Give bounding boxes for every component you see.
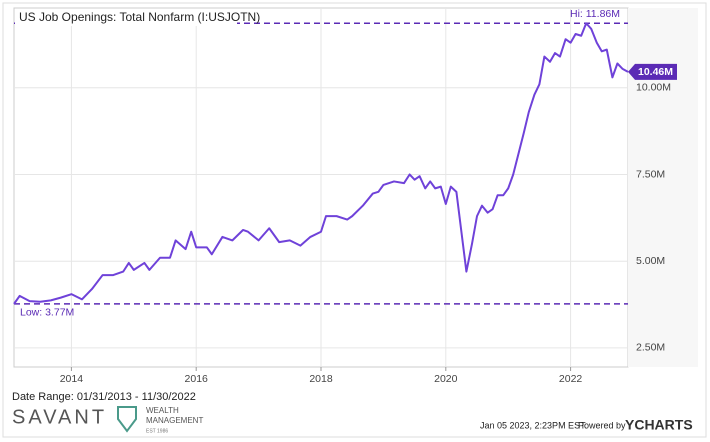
powered-by: Powered by xyxy=(578,420,626,430)
logo-line1: WEALTH xyxy=(146,406,179,415)
logo-name: SAVANT xyxy=(12,406,107,428)
logo-line2: MANAGEMENT xyxy=(146,416,203,425)
x-tick-label: 2020 xyxy=(434,373,458,385)
grid xyxy=(14,8,628,367)
y-tick-label: 10.00M xyxy=(636,82,671,94)
footer-timestamp: Jan 05 2023, 2:23PM EST. xyxy=(480,420,587,430)
x-tick-label: 2014 xyxy=(60,373,84,385)
y-tick-label: 5.00M xyxy=(636,255,665,267)
y-tick-label: 2.50M xyxy=(636,342,665,354)
last-value-badge xyxy=(628,63,677,80)
hi-label: Hi: 11.86M xyxy=(570,8,620,20)
date-range: Date Range: 01/31/2013 - 11/30/2022 xyxy=(12,391,196,403)
brand: YCHARTS xyxy=(625,417,693,433)
logo-est: EST 1986 xyxy=(146,428,168,434)
y-tick-label: 7.50M xyxy=(636,168,665,180)
low-label: Low: 3.77M xyxy=(20,307,74,319)
x-tick-label: 2022 xyxy=(559,373,583,385)
logo-icon xyxy=(117,406,137,433)
x-tick-label: 2016 xyxy=(185,373,209,385)
chart-title: US Job Openings: Total Nonfarm (I:USJOTN… xyxy=(19,10,260,24)
title-box xyxy=(15,9,237,26)
series-line xyxy=(13,22,629,305)
x-tick-label: 2018 xyxy=(309,373,333,385)
last-value-label: 10.46M xyxy=(638,66,673,78)
axis-area xyxy=(628,8,698,367)
